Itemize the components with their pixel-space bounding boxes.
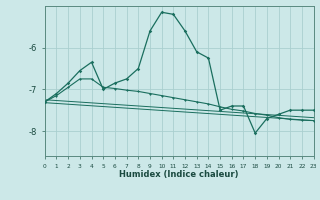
X-axis label: Humidex (Indice chaleur): Humidex (Indice chaleur) [119, 170, 239, 179]
